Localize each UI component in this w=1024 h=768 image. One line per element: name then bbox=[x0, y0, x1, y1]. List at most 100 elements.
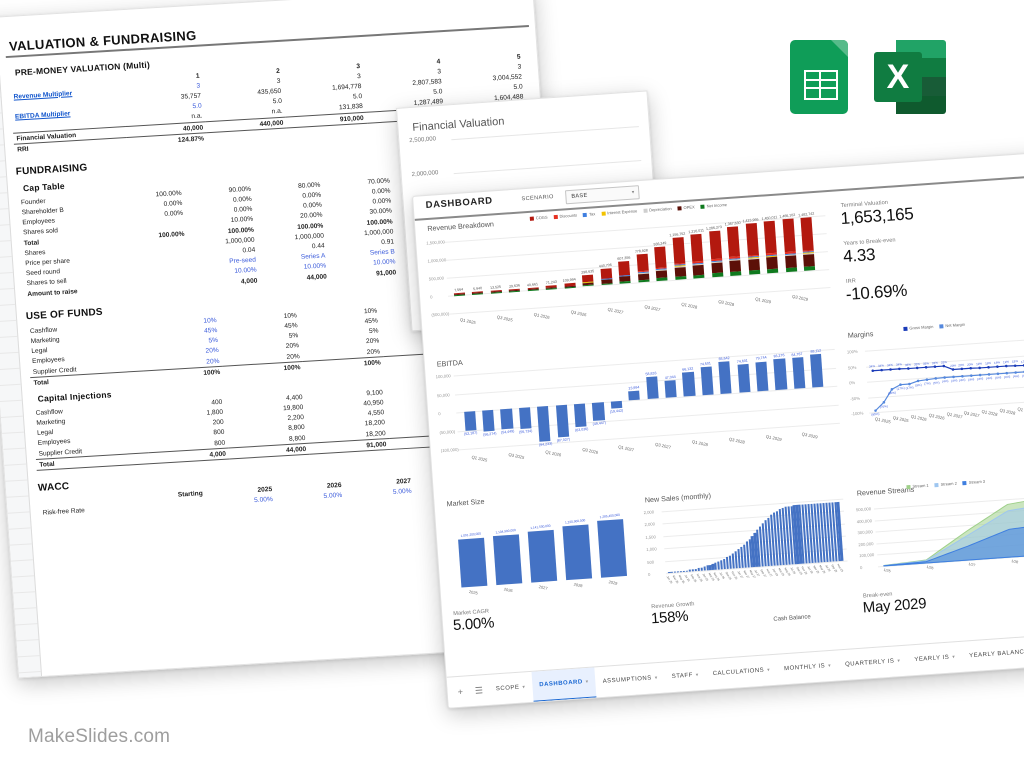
all-sheets-menu-icon[interactable]: ☰ bbox=[474, 684, 484, 696]
bar[interactable] bbox=[664, 379, 677, 398]
sheet-tab-monthly-is[interactable]: MONTHLY IS ▾ bbox=[776, 650, 839, 684]
row-number[interactable] bbox=[15, 624, 39, 642]
row-number[interactable] bbox=[6, 496, 30, 514]
bar[interactable] bbox=[708, 230, 724, 278]
row-number[interactable] bbox=[13, 592, 37, 610]
row-number[interactable] bbox=[0, 288, 16, 307]
row-number[interactable] bbox=[0, 336, 19, 355]
sheet-tab-quarterly-is[interactable]: QUARTERLY IS ▾ bbox=[837, 646, 908, 681]
chevron-down-icon[interactable]: ▾ bbox=[695, 672, 700, 679]
bar[interactable] bbox=[682, 371, 696, 397]
chevron-down-icon[interactable]: ▾ bbox=[654, 675, 659, 682]
bar[interactable] bbox=[482, 409, 495, 432]
bar[interactable] bbox=[592, 402, 605, 422]
chart-new-sales[interactable]: 2,000 2,000 1,500 1,000 500 0 Jan 25 Mar 25 May … bbox=[643, 493, 849, 601]
row-number[interactable] bbox=[0, 416, 25, 434]
row-number[interactable]: 8 bbox=[0, 113, 3, 131]
sheet-tab-yearly-balance[interactable]: YEARLY BALANCE▾ bbox=[961, 636, 1024, 671]
bar[interactable] bbox=[718, 361, 732, 394]
bar[interactable] bbox=[737, 364, 751, 393]
bar[interactable] bbox=[457, 537, 487, 588]
bar[interactable] bbox=[745, 222, 761, 275]
dashboard-card[interactable]: DASHBOARD SCENARIO BASE ▾ Revenue Breakd… bbox=[412, 151, 1024, 709]
row-number[interactable] bbox=[0, 241, 12, 259]
bar[interactable] bbox=[697, 567, 700, 571]
row-number[interactable] bbox=[8, 528, 32, 546]
row-number[interactable] bbox=[12, 576, 36, 594]
row-number[interactable] bbox=[4, 464, 28, 482]
row-number[interactable] bbox=[0, 193, 9, 211]
chevron-down-icon[interactable]: ▾ bbox=[585, 678, 589, 685]
chevron-down-icon[interactable]: ▾ bbox=[827, 662, 832, 670]
sheet-tab-scope[interactable]: SCOPE ▾ bbox=[488, 672, 534, 705]
bar[interactable] bbox=[810, 354, 824, 388]
chevron-down-icon[interactable]: ▾ bbox=[766, 667, 771, 674]
google-sheets-icon[interactable] bbox=[790, 40, 848, 114]
bar[interactable] bbox=[782, 218, 798, 273]
bar[interactable] bbox=[677, 571, 680, 573]
row-number[interactable] bbox=[11, 560, 35, 578]
sheet-tab-dashboard[interactable]: DASHBOARD ▾ bbox=[531, 665, 597, 704]
sheet-tab-staff[interactable]: STAFF ▾ bbox=[664, 660, 707, 693]
bar[interactable] bbox=[581, 274, 595, 287]
row-number[interactable] bbox=[3, 448, 27, 466]
row-number[interactable] bbox=[0, 257, 13, 275]
bar[interactable] bbox=[682, 570, 686, 573]
row-number[interactable] bbox=[0, 368, 21, 387]
chart-margins[interactable]: 100% 50% 0% -50% -100% 34% 34% 34% 34% 33% 33% 33% 3… bbox=[846, 328, 1024, 444]
bar[interactable] bbox=[763, 220, 779, 274]
scenario-dropdown[interactable]: BASE ▾ bbox=[564, 185, 640, 205]
row-number[interactable] bbox=[0, 352, 20, 371]
bar[interactable] bbox=[610, 400, 623, 409]
bar[interactable] bbox=[597, 519, 628, 578]
bar[interactable] bbox=[555, 404, 569, 438]
bar[interactable] bbox=[679, 571, 683, 573]
sheet-tab-yearly-is[interactable]: YEARLY IS ▾ bbox=[906, 642, 963, 676]
row-number[interactable] bbox=[0, 225, 11, 243]
bar[interactable] bbox=[518, 407, 532, 430]
row-number[interactable] bbox=[0, 145, 6, 163]
bar[interactable] bbox=[685, 570, 688, 572]
row-number[interactable] bbox=[17, 656, 41, 674]
chart-revenue-streams[interactable]: 500,000 400,000 300,000 200,000 100,000 0 1/25… bbox=[855, 486, 1024, 590]
row-number[interactable] bbox=[2, 432, 26, 450]
sheet-tab-calculations[interactable]: CALCULATIONS ▾ bbox=[705, 655, 779, 690]
row-number[interactable] bbox=[7, 512, 31, 530]
bar[interactable] bbox=[463, 411, 477, 432]
bar[interactable] bbox=[700, 366, 714, 396]
row-number[interactable] bbox=[0, 273, 15, 291]
bar[interactable] bbox=[800, 216, 816, 271]
excel-icon[interactable]: X bbox=[874, 40, 946, 114]
bar[interactable] bbox=[645, 376, 659, 400]
bar[interactable] bbox=[792, 356, 806, 389]
bar[interactable] bbox=[636, 253, 650, 283]
bar[interactable] bbox=[755, 361, 769, 392]
row-number[interactable] bbox=[0, 209, 10, 227]
row-number[interactable] bbox=[0, 304, 17, 323]
row-number[interactable]: 6 bbox=[0, 81, 1, 99]
bar[interactable] bbox=[726, 226, 742, 276]
chevron-down-icon[interactable]: ▾ bbox=[522, 684, 526, 691]
row-number[interactable] bbox=[0, 320, 18, 339]
sheet-tab-assumptions[interactable]: ASSUMPTIONS ▾ bbox=[595, 663, 666, 698]
bar[interactable] bbox=[537, 406, 551, 442]
bar[interactable] bbox=[562, 524, 593, 581]
row-number[interactable] bbox=[14, 608, 38, 626]
add-sheet-icon[interactable]: + bbox=[457, 686, 464, 698]
row-number[interactable] bbox=[18, 672, 42, 679]
row-number[interactable] bbox=[16, 640, 40, 658]
bar[interactable] bbox=[618, 261, 632, 284]
bar[interactable] bbox=[694, 568, 697, 572]
bar[interactable] bbox=[773, 358, 787, 391]
row-number[interactable]: 7 bbox=[0, 97, 2, 115]
row-number[interactable] bbox=[0, 400, 23, 418]
row-number[interactable] bbox=[0, 384, 22, 403]
row-number[interactable] bbox=[0, 177, 8, 195]
chart-market-size[interactable]: 1,091,200,000 2025 1,104,900,000 2026 1,141,… bbox=[445, 497, 641, 608]
row-number[interactable] bbox=[5, 480, 29, 498]
bar[interactable] bbox=[600, 268, 613, 286]
row-number[interactable] bbox=[0, 129, 4, 147]
bar[interactable] bbox=[628, 390, 641, 401]
row-number[interactable] bbox=[0, 161, 7, 179]
chevron-down-icon[interactable]: ▾ bbox=[952, 654, 956, 661]
